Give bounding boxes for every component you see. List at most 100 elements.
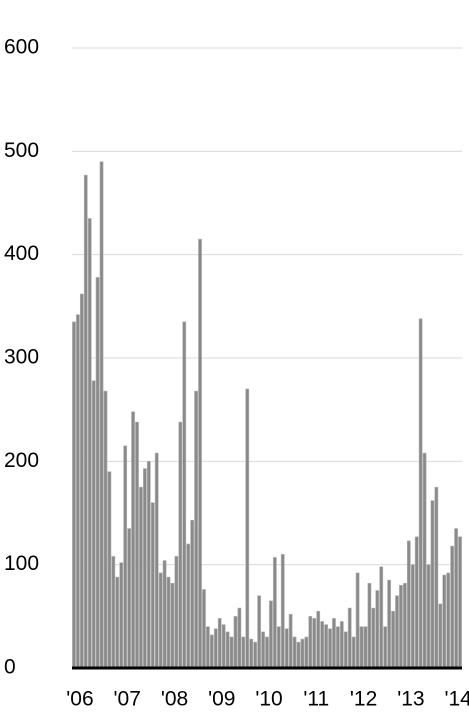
bar: [91, 380, 96, 669]
bar: [292, 636, 297, 669]
bar: [217, 618, 222, 669]
bar: [253, 641, 258, 669]
bar: [127, 528, 131, 669]
bar: [213, 628, 218, 669]
bar: [229, 636, 234, 669]
bar: [355, 572, 360, 669]
bar: [139, 486, 143, 669]
bar: [379, 566, 384, 669]
bar: [276, 626, 281, 669]
bar: [265, 636, 269, 669]
y-tick-label: 500: [4, 139, 39, 162]
x-tick-label: '07: [114, 688, 141, 711]
bar: [343, 631, 348, 669]
bar: [107, 471, 112, 669]
bar: [99, 161, 104, 669]
bar: [225, 631, 230, 669]
bar: [320, 621, 325, 669]
bar: [206, 626, 210, 669]
bar: [115, 576, 120, 669]
x-tick-label: '06: [66, 688, 93, 711]
bar: [324, 624, 328, 669]
bar: [158, 572, 163, 669]
bar: [178, 421, 183, 669]
bar: [245, 388, 250, 669]
bar: [162, 560, 167, 669]
bar: [434, 486, 439, 669]
bar: [391, 610, 395, 669]
bar: [87, 218, 92, 669]
bar: [190, 519, 195, 669]
x-tick-label: '11: [303, 688, 329, 711]
bar: [233, 616, 238, 669]
bar: [249, 638, 254, 669]
bar: [422, 452, 427, 669]
bar: [209, 634, 214, 669]
bar: [280, 554, 285, 669]
bar: [288, 613, 293, 669]
bar: [170, 582, 175, 669]
bar: [367, 582, 372, 669]
bar: [387, 579, 391, 669]
bar: [316, 610, 321, 669]
bar: [328, 628, 332, 669]
bar: [454, 528, 458, 669]
bar: [143, 468, 147, 669]
bar: [339, 621, 344, 669]
bar: [284, 628, 289, 669]
bar: [154, 452, 159, 669]
bar: [403, 582, 407, 669]
bar: [257, 595, 261, 669]
bar: [442, 574, 447, 669]
bar: [269, 600, 273, 669]
bar: [395, 595, 399, 669]
y-tick-label: 200: [4, 449, 39, 472]
bar: [261, 631, 265, 669]
bar: [438, 603, 443, 669]
bar: [273, 557, 277, 669]
bar: [166, 576, 171, 669]
bar: [103, 390, 108, 669]
bar: [174, 556, 179, 669]
bar: [76, 314, 80, 669]
bar: [72, 321, 76, 669]
bar: [418, 318, 423, 669]
bar: [426, 564, 431, 669]
bar: [450, 545, 455, 669]
bar: [131, 411, 135, 669]
x-tick-label: '13: [397, 688, 424, 711]
bar: [410, 564, 415, 669]
x-tick-label: '12: [350, 688, 377, 711]
x-tick-label: '14: [444, 688, 469, 711]
bar: [363, 626, 368, 669]
bar: [194, 390, 198, 669]
bar: [202, 589, 206, 669]
bar: [375, 590, 380, 669]
bar: [383, 626, 388, 669]
bar: [119, 562, 124, 669]
x-tick-label: '10: [255, 688, 282, 711]
bar: [186, 543, 191, 669]
bar: [347, 607, 352, 669]
bar: [406, 540, 411, 669]
bar: [83, 174, 88, 669]
bar: [95, 277, 100, 669]
y-tick-label: 400: [4, 242, 39, 265]
bar: [312, 618, 317, 669]
bar: [237, 607, 242, 669]
bar: [182, 321, 187, 669]
y-tick-label: 300: [4, 346, 39, 369]
bar: [79, 293, 84, 669]
y-tick-label: 100: [4, 552, 39, 575]
bar: [414, 536, 419, 669]
x-tick-label: '08: [161, 688, 188, 711]
bar: [446, 572, 451, 669]
bar: [123, 445, 128, 669]
bar: [150, 502, 155, 669]
bar: [135, 421, 139, 669]
bar: [300, 638, 305, 669]
bar: [308, 616, 313, 669]
y-tick-label: 600: [4, 36, 39, 59]
bar: [458, 536, 462, 669]
